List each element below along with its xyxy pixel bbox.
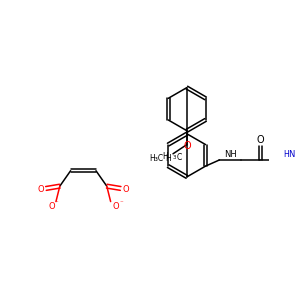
Text: H: H	[165, 154, 171, 163]
Text: C: C	[177, 153, 182, 162]
Text: O: O	[113, 202, 119, 211]
Text: ⁻: ⁻	[55, 200, 58, 206]
Text: NH: NH	[224, 150, 236, 159]
Text: O: O	[37, 185, 44, 194]
Text: 3: 3	[173, 155, 176, 160]
Text: H: H	[284, 150, 289, 159]
Text: O: O	[184, 141, 191, 151]
Text: O: O	[123, 185, 129, 194]
Text: H: H	[162, 152, 168, 161]
Text: H₃C: H₃C	[150, 154, 164, 163]
Text: O: O	[256, 135, 264, 145]
Text: ⁻: ⁻	[119, 200, 123, 206]
Text: N: N	[288, 150, 294, 159]
Text: O: O	[48, 202, 55, 211]
